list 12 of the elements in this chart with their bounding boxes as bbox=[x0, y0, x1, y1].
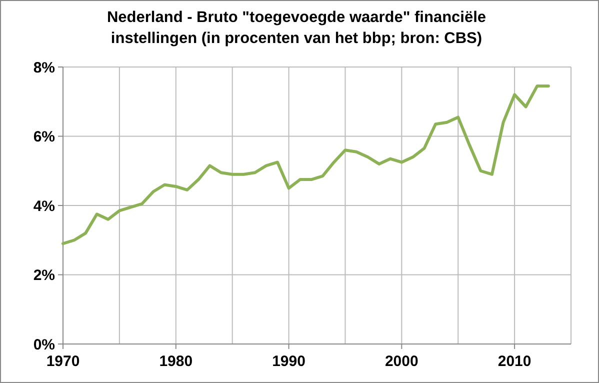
x-tick-label: 1990 bbox=[272, 353, 306, 370]
x-tick-label: 1980 bbox=[159, 353, 193, 370]
y-tick-label: 0% bbox=[33, 336, 55, 354]
y-tick-label: 6% bbox=[33, 128, 55, 146]
y-tick-label: 4% bbox=[33, 198, 55, 215]
x-tick-label: 2000 bbox=[384, 353, 418, 370]
x-tick-label: 1970 bbox=[46, 353, 80, 370]
x-tick-label: 2010 bbox=[498, 353, 532, 370]
y-tick-label: 8% bbox=[33, 59, 55, 76]
y-tick-label: 2% bbox=[33, 267, 55, 284]
chart-title: Nederland - Bruto "toegevoegde waarde" financiële instellingen (in procenten van het bbp; bron: CBS) bbox=[106, 9, 486, 47]
line-series bbox=[62, 84, 550, 246]
